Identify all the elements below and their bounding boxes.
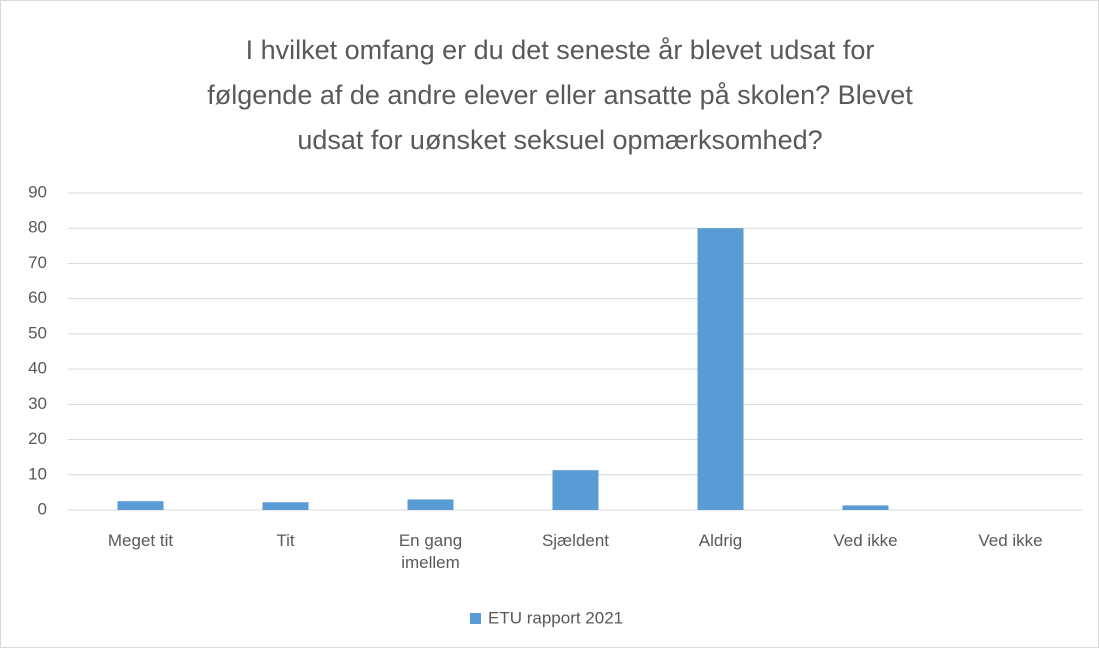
x-tick-label: Sjældent xyxy=(541,531,610,550)
bar xyxy=(117,501,164,510)
x-tick-label: Tit xyxy=(276,531,295,550)
y-tick-label: 20 xyxy=(28,429,47,448)
x-tick-label: Ved ikke xyxy=(978,531,1043,550)
y-tick-label: 80 xyxy=(28,218,47,237)
y-tick-label: 0 xyxy=(38,499,47,518)
bar xyxy=(842,505,889,510)
bar xyxy=(262,502,309,510)
x-tick-label: En gang imellem xyxy=(398,531,463,572)
chart-title: følgende af de andre elever eller ansatt… xyxy=(207,80,913,110)
bar xyxy=(552,470,599,510)
chart-title: I hvilket omfang er du det seneste år bl… xyxy=(246,35,875,65)
chart-title: udsat for uønsket seksuel opmærksomhed? xyxy=(297,125,822,155)
y-tick-label: 40 xyxy=(28,359,47,378)
x-tick-label: Ved ikke xyxy=(833,531,898,550)
y-tick-label: 30 xyxy=(28,394,47,413)
bar xyxy=(697,228,744,510)
x-tick-label: Meget tit xyxy=(107,531,174,550)
y-tick-label: 50 xyxy=(28,323,47,342)
legend-label: ETU rapport 2021 xyxy=(488,608,623,627)
y-tick-label: 90 xyxy=(28,182,47,201)
y-tick-label: 60 xyxy=(28,288,47,307)
legend-swatch xyxy=(470,613,481,624)
bar xyxy=(407,499,454,510)
y-tick-label: 10 xyxy=(28,464,47,483)
y-tick-label: 70 xyxy=(28,253,47,272)
x-tick-label: Aldrig xyxy=(698,531,743,550)
